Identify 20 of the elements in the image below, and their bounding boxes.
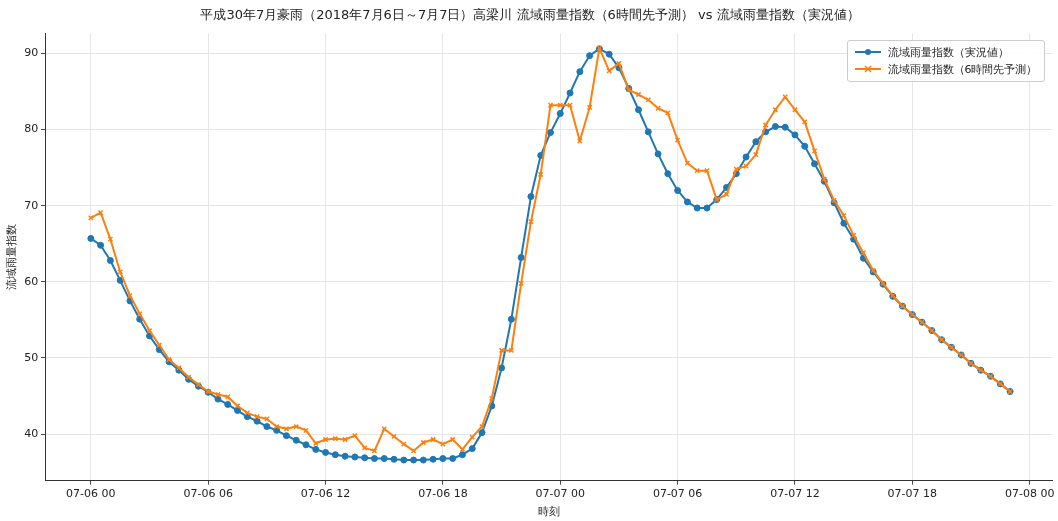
chart-title: 平成30年7月豪雨（2018年7月6日～7月7日）高梁川 流域雨量指数（6時間先予測） vs 流域雨量指数（実況値） [200, 7, 860, 23]
y-tick-label: 50 [24, 350, 39, 364]
x-axis-title: 時刻 [537, 505, 560, 519]
x-tick-label: 07-08 00 [1004, 487, 1055, 501]
y-tick-label: 40 [24, 427, 39, 441]
legend-label: 流域雨量指数（6時間先予測） [887, 61, 1038, 78]
y-tick-label: 80 [24, 122, 39, 136]
x-tick-label: 07-07 06 [652, 487, 703, 501]
y-tick-label: 60 [24, 274, 39, 288]
y-tick-label: 70 [24, 198, 39, 212]
x-tick-label: 07-06 06 [183, 487, 233, 501]
y-tick-label: 90 [24, 46, 39, 60]
x-tick-label: 07-06 12 [300, 487, 351, 501]
x-tick-label: 07-07 18 [887, 487, 938, 501]
x-tick-label: 07-07 12 [770, 487, 820, 501]
x-tick-label: 07-06 18 [418, 487, 468, 501]
x-tick-label: 07-07 00 [535, 487, 585, 501]
legend-label: 流域雨量指数（実況値） [887, 44, 1009, 61]
y-axis-title: 流域雨量指数 [5, 224, 19, 291]
x-tick-label: 07-06 00 [66, 487, 116, 501]
